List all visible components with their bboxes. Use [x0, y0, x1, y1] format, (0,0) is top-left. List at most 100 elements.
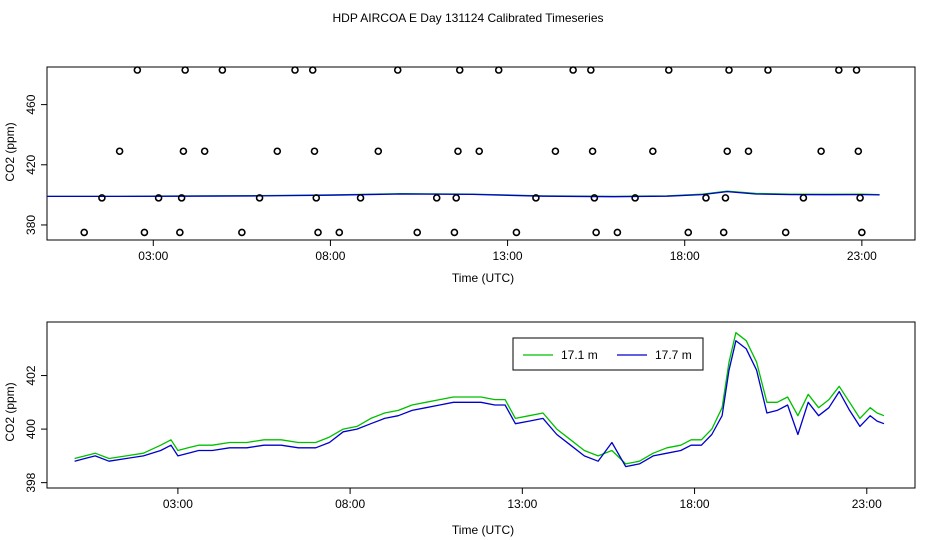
calibration-point: [631, 194, 639, 202]
top-y-axis: 380 420 460: [24, 94, 47, 235]
calibration-point: [799, 194, 808, 202]
calibration-point: [725, 66, 733, 74]
bottom-plot-frame: [46, 321, 916, 489]
calibration-point: [291, 66, 299, 74]
x-tick-label: 13:00: [507, 497, 537, 511]
legend-box: [512, 337, 704, 371]
legend-label-17-1m: 17.1 m: [561, 348, 598, 362]
calibration-point: [181, 66, 189, 74]
calibration-point: [80, 228, 88, 237]
calibration-point: [852, 66, 861, 74]
calibration-point: [494, 66, 503, 74]
calibration-point: [133, 66, 142, 74]
calibration-point: [450, 228, 459, 237]
top-y-axis-label: CO2 (ppm): [3, 122, 17, 181]
y-tick-label: 460: [24, 94, 38, 114]
calibration-point: [154, 194, 163, 202]
calibration-point: [854, 147, 863, 156]
calibration-point: [308, 66, 317, 74]
series-line-1: [47, 190, 880, 198]
calibration-point: [238, 228, 246, 237]
calibration-point: [856, 194, 864, 202]
calibration-point: [455, 66, 464, 74]
calibration-point: [587, 66, 595, 74]
calibration-point: [374, 147, 383, 156]
calibration-point: [475, 147, 484, 156]
top-x-axis: 03:00 08:00 13:00 18:00 23:00: [138, 240, 877, 263]
calibration-point: [590, 194, 599, 202]
calibration-point: [551, 147, 560, 156]
x-tick-label: 03:00: [163, 497, 193, 511]
bottom-panel: 398 400 402 03:00 08:00 13:00 18:00 23:00 Time…: [3, 321, 916, 537]
calibration-point: [273, 147, 282, 156]
x-tick-label: 08:00: [335, 497, 365, 511]
calibration-point: [176, 228, 184, 237]
calibration-point: [314, 228, 322, 237]
calibration-point: [532, 194, 540, 202]
x-tick-label: 18:00: [670, 249, 700, 263]
calibration-point: [664, 66, 673, 74]
x-tick-label: 08:00: [315, 249, 345, 263]
bottom-x-axis: 03:00 08:00 13:00 18:00 23:00: [163, 488, 882, 511]
calibration-point: [452, 194, 461, 202]
x-tick-label: 23:00: [847, 249, 877, 263]
y-tick-label: 402: [24, 365, 38, 385]
x-tick-label: 18:00: [680, 497, 710, 511]
calibration-point: [255, 194, 264, 202]
calibration-point: [432, 194, 441, 202]
calibration-point: [356, 194, 365, 202]
series-line-17-7-m: [74, 340, 885, 468]
calibration-point: [335, 228, 344, 237]
calibration-point: [684, 228, 693, 237]
calibration-point: [613, 228, 622, 237]
calibration-point: [719, 228, 728, 237]
calibration-point: [764, 66, 772, 74]
calibration-point: [312, 194, 321, 202]
calibration-point: [723, 147, 732, 156]
x-tick-label: 23:00: [852, 497, 882, 511]
x-tick-label: 13:00: [493, 249, 523, 263]
calibration-point: [781, 228, 790, 237]
top-x-axis-label: Time (UTC): [452, 271, 514, 285]
legend-label-17-7m: 17.7 m: [655, 348, 692, 362]
calibration-point: [721, 194, 730, 202]
bottom-series-lines: [74, 332, 885, 468]
legend: 17.1 m 17.7 m: [512, 337, 704, 371]
calibration-point: [817, 147, 825, 156]
bottom-y-axis-label: CO2 (ppm): [3, 382, 17, 441]
calibration-point: [177, 194, 186, 202]
calibration-point: [649, 147, 657, 156]
bottom-x-axis-label: Time (UTC): [452, 523, 514, 537]
calibration-point: [115, 147, 124, 156]
calibration-point: [702, 194, 710, 202]
calibration-point: [218, 66, 227, 74]
y-tick-label: 400: [24, 419, 38, 439]
top-calibration-points: [80, 66, 866, 237]
series-line-17-1-m: [74, 332, 885, 465]
calibration-point: [592, 228, 600, 237]
calibration-point: [393, 66, 402, 74]
calibration-point: [200, 147, 209, 156]
calibration-point: [744, 147, 753, 156]
calibration-point: [858, 228, 866, 237]
top-panel: 380 420 460 03:00 08:00 13:00 18:00 23:00 Time…: [3, 66, 916, 285]
calibration-point: [179, 147, 188, 156]
calibration-point: [310, 147, 319, 156]
figure-title: HDP AIRCOA E Day 131124 Calibrated Times…: [332, 11, 603, 25]
calibration-point: [512, 228, 521, 237]
top-series-lines: [47, 190, 880, 198]
calibration-point: [588, 147, 597, 156]
calibration-point: [98, 194, 106, 202]
calibration-point: [454, 147, 462, 156]
y-tick-label: 380: [24, 215, 38, 235]
calibration-point: [569, 66, 577, 74]
x-tick-label: 03:00: [138, 249, 168, 263]
y-tick-label: 398: [24, 472, 38, 492]
calibration-point: [835, 66, 843, 74]
calibration-point: [140, 228, 149, 237]
y-tick-label: 420: [24, 154, 38, 174]
top-plot-frame: [46, 66, 916, 241]
bottom-y-axis: 398 400 402: [24, 365, 47, 493]
calibration-point: [413, 228, 422, 237]
